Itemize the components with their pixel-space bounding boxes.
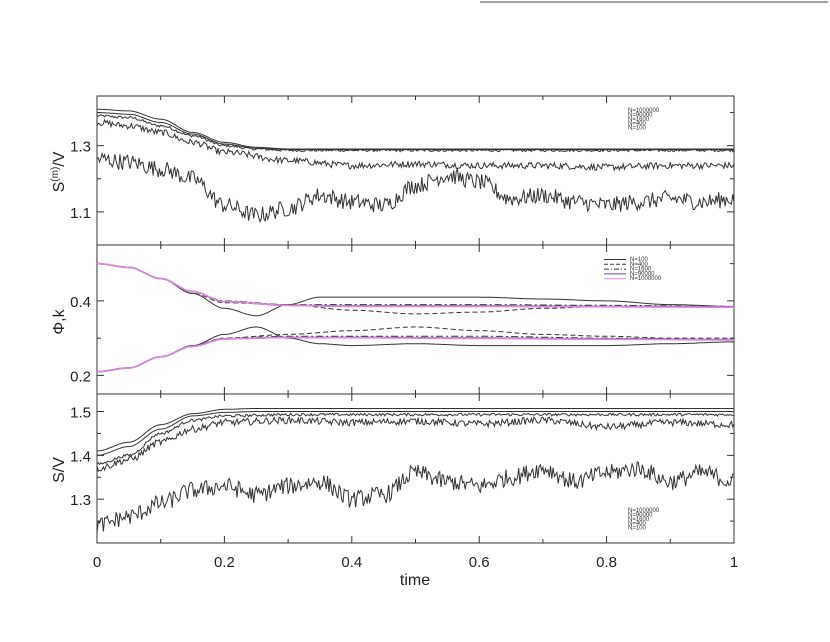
legend-label: N=1600 [630,267,652,273]
panel-bottom-ylabel: S/V [51,457,68,483]
legend-label: N=1600 [628,117,650,123]
legend-label: N=100 [630,257,649,263]
legend-label: N=400 [628,521,647,527]
y-tick-label: 0.4 [70,294,91,311]
series-line-n-100 [96,461,735,533]
y-tick-label: 1.3 [70,492,91,509]
series-line-n-400 [96,118,735,172]
series-line-n-400 [96,415,735,472]
y-tick-label: 1.5 [70,405,91,422]
panel-middle-ylabel: Φ,k [51,308,68,334]
legend-label: N=400 [630,262,649,268]
series-line-n-90000 [96,411,734,456]
series-line-n-1600 [96,113,735,153]
series-line-n-1000000 [97,336,734,373]
legend-label: N=1000000 [630,276,662,282]
x-tick-label: 0.8 [596,554,617,571]
legend-label: N=100 [628,526,647,532]
panel-top-ylabel: S(m)/V [50,151,68,192]
series-line-n-1600 [96,412,735,466]
series-line-n-100 [97,326,734,373]
legend-label: N=1000000 [628,108,660,114]
x-tick-label: 0.2 [214,554,235,571]
legend-label: N=90000 [628,112,653,118]
series-line-n-1600 [97,263,734,307]
legend-label: N=400 [628,121,647,127]
x-tick-label: 0.6 [469,554,490,571]
y-tick-label: 1.1 [70,205,91,222]
series-line-n-1000000 [96,408,734,452]
x-tick-label: 1 [730,554,738,571]
series-line-n-1000000 [97,262,734,309]
y-tick-label: 1.3 [70,139,91,156]
legend-label: N=90000 [628,512,653,518]
series-line-n-100 [96,151,735,224]
y-tick-label: 0.2 [70,368,91,385]
y-tick-label: 1.4 [70,448,91,465]
legend-label: N=90000 [630,271,655,277]
legend-label: N=100 [628,126,647,132]
x-tick-label: 0 [93,554,101,571]
x-tick-label: 0.4 [341,554,362,571]
series-line-n-400 [97,326,734,373]
legend-label: N=1000000 [628,508,660,514]
x-axis-label: time [400,572,430,589]
legend-label: N=1600 [628,517,650,523]
series-line-n-100 [97,263,734,317]
